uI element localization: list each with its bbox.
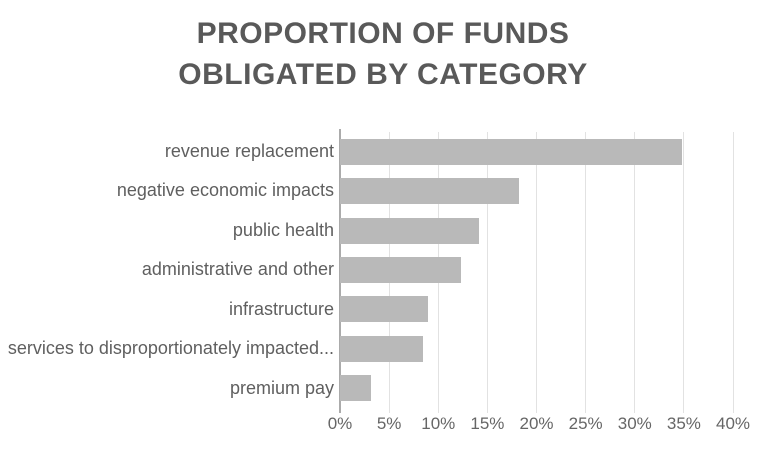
category-label: premium pay [229,377,334,398]
chart-title: PROPORTION OF FUNDS OBLIGATED BY CATEGOR… [178,17,588,91]
value-axis: 0% 5% 10% 15% 20% 25% 30% 35% 40% [0,414,766,436]
x-tick-label: 10% [421,414,456,433]
category-label: revenue replacement [164,141,334,161]
gridline [486,132,488,413]
category-label: services to disproportionately impacted.… [7,338,334,359]
bar-services-to-disproportionately-impacted [340,335,423,362]
bar-administrative-and-other [340,257,461,283]
category-label: administrative and other [141,259,334,280]
x-tick-label: 5% [376,414,402,433]
x-tick-label: 20% [519,414,554,433]
category-axis: revenue replacement negative economic imp… [0,132,334,408]
category-label: public health [232,219,334,240]
bar-revenue-replacement [340,138,682,165]
gridline [634,132,636,413]
bar-public-health [340,217,479,244]
bar-premium-pay [340,375,372,402]
x-tick-label: 40% [715,414,751,433]
category-label: negative economic impacts [116,180,334,201]
bar-infrastructure [340,296,429,323]
bar-negative-economic-impacts [340,178,519,205]
x-tick-label: 0% [327,414,353,433]
category-label: infrastructure [228,298,334,319]
plot-area [339,129,734,413]
gridline [585,132,587,413]
x-tick-label: 25% [568,414,603,433]
gridline [536,132,537,413]
gridline [683,132,685,413]
x-tick-label: 35% [666,414,701,433]
x-tick-label: 30% [617,414,652,433]
x-tick-label: 15% [470,414,505,433]
gridline [732,132,734,413]
